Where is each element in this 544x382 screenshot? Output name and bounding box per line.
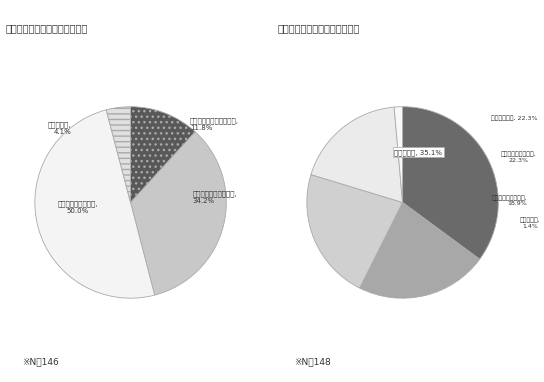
Text: 年末にかけて, 22.3%: 年末にかけて, 22.3% [491,115,537,120]
Text: ほとんど起こらない,
50.0%: ほとんど起こらない, 50.0% [58,201,98,214]
Text: すぐに影響, 35.1%: すぐに影響, 35.1% [394,149,442,155]
Wedge shape [360,202,480,298]
Text: わからない,
4.1%: わからない, 4.1% [48,121,71,134]
Text: （図表９）今後の消費への影響: （図表９）今後の消費への影響 [277,23,360,33]
Wedge shape [394,107,403,202]
Wedge shape [131,107,195,202]
Wedge shape [106,107,131,202]
Wedge shape [311,107,403,202]
Wedge shape [35,110,154,298]
Wedge shape [307,175,403,288]
Wedge shape [403,107,498,259]
Text: 食品を含め駆け込みあり,
11.8%: 食品を含め駆け込みあり, 11.8% [190,117,239,131]
Text: それほど影響はない,
18.9%: それほど影響はない, 18.9% [491,195,527,206]
Wedge shape [131,132,226,295]
Text: （図表８）駆け込み需要の予想: （図表８）駆け込み需要の予想 [5,23,88,33]
Text: ※N＝148: ※N＝148 [294,358,331,367]
Text: 食品は外駆け込みあり,
34.2%: 食品は外駆け込みあり, 34.2% [193,191,238,204]
Text: わからない,
1.4%: わからない, 1.4% [520,218,541,229]
Text: ポイント事業終了後,
22.3%: ポイント事業終了後, 22.3% [500,151,536,163]
Text: ※N＝146: ※N＝146 [22,358,59,367]
